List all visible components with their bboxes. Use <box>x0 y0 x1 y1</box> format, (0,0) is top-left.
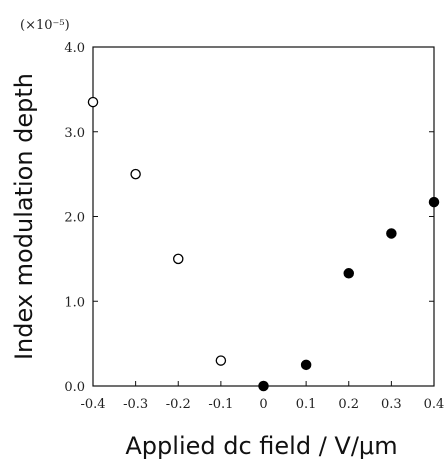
filled-data-point <box>343 268 354 279</box>
x-tick-label: 0.3 <box>381 397 402 412</box>
y-tick-label: 0.0 <box>64 380 85 395</box>
y-tick-label: 4.0 <box>64 41 85 56</box>
y-tick-label: 2.0 <box>64 211 85 226</box>
x-tick-label: 0.4 <box>424 397 445 412</box>
open-data-point <box>130 168 141 180</box>
y-tick-label: 3.0 <box>64 126 85 141</box>
filled-data-point <box>300 359 312 371</box>
x-tick-label: -0.4 <box>80 397 105 412</box>
plot-area-frame <box>92 46 435 387</box>
open-data-point <box>172 253 184 265</box>
x-axis-ticks: -0.4 -0.3 -0.2 -0.1 0 0.1 0.2 0.3 0.4 <box>80 381 444 412</box>
data-points <box>87 96 440 392</box>
x-axis-title: Applied dc field / V/μm <box>125 432 397 460</box>
y-axis-title: Index modulation depth <box>10 73 38 360</box>
y-axis-scale-note: (×10⁻⁵) <box>20 18 70 33</box>
open-data-point <box>215 355 227 366</box>
x-tick-label: 0.2 <box>338 397 359 412</box>
x-tick-label: -0.3 <box>123 397 148 412</box>
filled-data-point <box>258 380 269 392</box>
x-tick-label: -0.1 <box>208 397 233 412</box>
y-tick-label: 1.0 <box>64 295 85 310</box>
x-tick-label: 0 <box>259 397 267 412</box>
filled-data-point <box>386 228 397 239</box>
open-data-point <box>87 96 99 108</box>
x-tick-label: 0.1 <box>296 397 317 412</box>
y-axis-ticks: 0.0 1.0 2.0 3.0 4.0 <box>64 41 434 395</box>
filled-data-point <box>428 196 440 208</box>
x-tick-label: -0.2 <box>166 397 191 412</box>
